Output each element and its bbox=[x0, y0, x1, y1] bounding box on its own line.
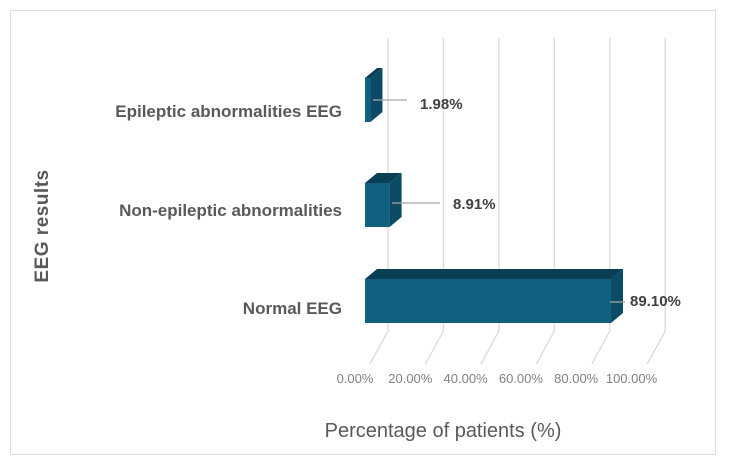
x-tick-label: 80.00% bbox=[554, 371, 599, 386]
category-label: Normal EEG bbox=[242, 299, 342, 318]
gridline bbox=[646, 38, 666, 365]
x-tick-label: 60.00% bbox=[498, 371, 543, 386]
bar-end-face bbox=[611, 269, 624, 323]
category-label: Epileptic abnormalities EEG bbox=[115, 102, 342, 121]
gridline bbox=[369, 38, 389, 365]
bar-front-face bbox=[365, 279, 612, 323]
bar-top-face bbox=[365, 68, 383, 78]
y-axis-title: EEG results bbox=[32, 169, 53, 283]
gridline bbox=[591, 38, 611, 365]
bar-end-face bbox=[389, 173, 402, 227]
x-tick-label: 100.00% bbox=[605, 371, 658, 386]
gridline bbox=[424, 38, 445, 365]
x-axis-title: Percentage of patients (%) bbox=[324, 420, 562, 442]
bar-end-face bbox=[370, 68, 383, 122]
bar-front-face bbox=[365, 78, 371, 122]
gridline bbox=[480, 38, 500, 365]
x-tick-label: 40.00% bbox=[443, 371, 488, 386]
bar-top-face bbox=[365, 269, 624, 279]
data-label: 89.10% bbox=[630, 293, 681, 310]
gridline bbox=[535, 38, 555, 365]
category-label: Non-epileptic abnormalities bbox=[119, 201, 342, 220]
data-label: 1.98% bbox=[420, 96, 463, 113]
x-tick-label: 20.00% bbox=[388, 371, 433, 386]
x-tick-label: 0.00% bbox=[336, 371, 374, 386]
data-label: 8.91% bbox=[453, 196, 496, 213]
bar-front-face bbox=[365, 183, 390, 227]
bar-top-face bbox=[365, 173, 402, 183]
chart-border-frame bbox=[10, 10, 716, 455]
